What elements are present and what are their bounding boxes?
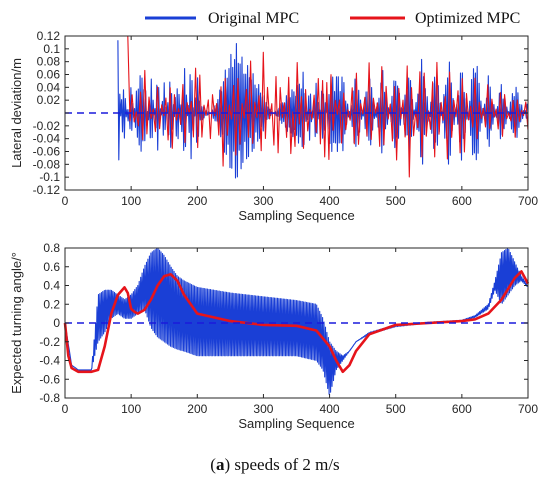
legend: Original MPC Optimized MPC <box>145 10 520 27</box>
y-tick-label: -0.06 <box>33 145 61 159</box>
y-tick-label: -0.2 <box>39 335 60 349</box>
y-tick-label: -0.1 <box>39 170 60 184</box>
y-axis-label: Expected turning angle/° <box>9 252 24 394</box>
y-tick-label: 0.1 <box>43 42 60 56</box>
x-tick-label: 300 <box>253 194 273 208</box>
y-tick-label: 0.6 <box>43 260 60 274</box>
y-tick-label: -0.08 <box>33 157 61 171</box>
y-tick-label: 0.06 <box>37 68 61 82</box>
y-axis-label: Lateral deviation/m <box>9 58 24 168</box>
lateral-deviation-plot: 0 100 200 300 400 500 600 700-0.12-0.1-0.08-0.0… <box>9 29 538 223</box>
y-tick-label: -0.4 <box>39 354 60 368</box>
x-tick-label: 600 <box>452 194 472 208</box>
y-tick-label: 0 <box>53 316 60 330</box>
y-tick-label: -0.12 <box>33 183 61 197</box>
y-tick-label: -0.04 <box>33 132 61 146</box>
x-tick-label: 500 <box>386 402 406 416</box>
x-tick-label: 200 <box>187 402 207 416</box>
x-tick-label: 500 <box>386 194 406 208</box>
legend-label-1: Optimized MPC <box>415 10 520 27</box>
y-tick-label: 0.8 <box>43 241 60 255</box>
x-tick-label: 100 <box>121 194 141 208</box>
x-tick-label: 400 <box>320 194 340 208</box>
y-tick-label: -0.02 <box>33 119 61 133</box>
legend-label-0: Original MPC <box>208 10 299 27</box>
x-tick-label: 600 <box>452 402 472 416</box>
y-tick-label: 0.4 <box>43 279 60 293</box>
y-tick-label: 0.02 <box>37 93 61 107</box>
y-tick-label: 0.04 <box>37 80 61 94</box>
x-tick-label: 700 <box>518 402 538 416</box>
x-tick-label: 700 <box>518 194 538 208</box>
figure-caption: (a) speeds of 2 m/s <box>0 455 550 475</box>
x-tick-label: 200 <box>187 194 207 208</box>
x-tick-label: 400 <box>320 402 340 416</box>
x-tick-label: 0 <box>62 402 69 416</box>
x-axis-label: Sampling Sequence <box>238 208 354 223</box>
y-tick-label: 0.2 <box>43 297 60 311</box>
x-tick-label: 300 <box>253 402 273 416</box>
series-line-1 <box>128 36 528 177</box>
turning-angle-plot: 0 100 200 300 400 500 600 700 -0.8 -0.6 -0.4 -0.2 0 0… <box>9 241 538 431</box>
y-tick-label: -0.8 <box>39 391 60 405</box>
y-tick-label: 0.12 <box>37 29 61 43</box>
y-tick-label: -0.6 <box>39 372 60 386</box>
x-tick-label: 100 <box>121 402 141 416</box>
caption-text: ) speeds of 2 m/s <box>224 455 339 474</box>
y-tick-label: 0.08 <box>37 55 61 69</box>
x-tick-label: 0 <box>62 194 69 208</box>
x-axis-label: Sampling Sequence <box>238 416 354 431</box>
